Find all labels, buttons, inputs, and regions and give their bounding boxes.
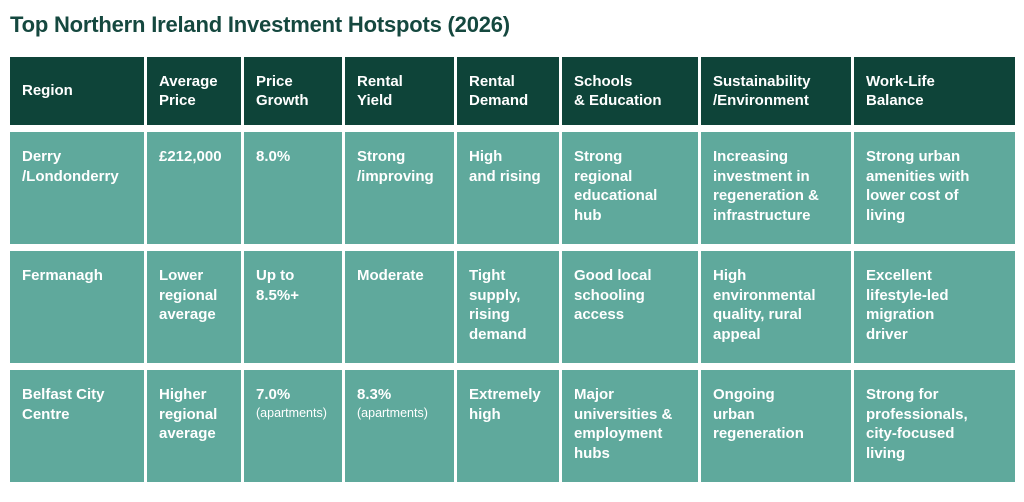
cell-text: Strong urban amenities with lower cost o… [866, 148, 970, 224]
cell-text: Higher regional average [159, 386, 218, 442]
cell-text: £212,000 [159, 148, 222, 165]
column-header-region: Region [10, 57, 144, 125]
table-cell-schools-education: Strong regional educational hub [562, 132, 698, 244]
table-cell-rental-yield: 8.3% (apartments) [345, 370, 454, 482]
cell-text: Fermanagh [22, 267, 103, 284]
cell-text: Strong for professionals, city-focused l… [866, 386, 968, 462]
page-title: Top Northern Ireland Investment Hotspots… [10, 12, 510, 37]
column-header-sustainability-environment: Sustainability /Environment [701, 57, 851, 125]
cell-text: Major universities & employment hubs [574, 386, 673, 462]
table-cell-work-life-balance: Excellent lifestyle-led migration driver [854, 251, 1015, 363]
cell-text: Belfast City Centre [22, 386, 105, 423]
cell-text: Ongoing urban regeneration [713, 386, 804, 442]
cell-text: Lower regional average [159, 267, 218, 323]
table-cell-average-price: Lower regional average [147, 251, 241, 363]
table-cell-region: Fermanagh [10, 251, 144, 363]
cell-text: Good local schooling access [574, 267, 652, 323]
table-cell-region: Belfast City Centre [10, 370, 144, 482]
cell-text: Up to 8.5%+ [256, 267, 299, 304]
table-cell-average-price: £212,000 [147, 132, 241, 244]
table-cell-sustainability-environment: Increasing investment in regeneration & … [701, 132, 851, 244]
cell-text: Derry /Londonderry [22, 148, 119, 185]
table-cell-schools-education: Good local schooling access [562, 251, 698, 363]
cell-text: Tight supply, rising demand [469, 267, 527, 343]
table-cell-price-growth: 8.0% [244, 132, 342, 244]
cell-text: Strong /improving [357, 148, 434, 185]
table-cell-rental-demand: Tight supply, rising demand [457, 251, 559, 363]
table-cell-sustainability-environment: High environmental quality, rural appeal [701, 251, 851, 363]
table-cell-rental-yield: Moderate [345, 251, 454, 363]
table-cell-region: Derry /Londonderry [10, 132, 144, 244]
cell-text: 7.0% [256, 386, 291, 403]
cell-text: High and rising [469, 148, 541, 185]
cell-text: Increasing investment in regeneration & … [713, 148, 819, 224]
cell-text: Extremely high [469, 386, 541, 423]
column-header-average-price: Average Price [147, 57, 241, 125]
cell-text: Strong regional educational hub [574, 148, 658, 224]
column-header-price-growth: Price Growth [244, 57, 342, 125]
table-cell-work-life-balance: Strong for professionals, city-focused l… [854, 370, 1015, 482]
table-cell-rental-demand: High and rising [457, 132, 559, 244]
cell-text: 8.0% [256, 148, 291, 165]
infographic-page: Top Northern Ireland Investment Hotspots… [10, 12, 1015, 482]
cell-text: 8.3% [357, 386, 392, 403]
column-header-schools-education: Schools & Education [562, 57, 698, 125]
cell-note: (apartments) [357, 405, 428, 420]
table-cell-price-growth: Up to 8.5%+ [244, 251, 342, 363]
column-header-work-life-balance: Work-Life Balance [854, 57, 1015, 125]
cell-text: High environmental quality, rural appeal [713, 267, 816, 343]
investment-hotspots-table: Region Average Price Price Growth Rental… [10, 57, 1015, 482]
table-cell-rental-yield: Strong /improving [345, 132, 454, 244]
table-cell-schools-education: Major universities & employment hubs [562, 370, 698, 482]
column-header-rental-demand: Rental Demand [457, 57, 559, 125]
table-cell-price-growth: 7.0% (apartments) [244, 370, 342, 482]
column-header-rental-yield: Rental Yield [345, 57, 454, 125]
table-cell-rental-demand: Extremely high [457, 370, 559, 482]
table-cell-sustainability-environment: Ongoing urban regeneration [701, 370, 851, 482]
cell-text: Moderate [357, 267, 424, 284]
table-cell-average-price: Higher regional average [147, 370, 241, 482]
table-cell-work-life-balance: Strong urban amenities with lower cost o… [854, 132, 1015, 244]
cell-text: Excellent lifestyle-led migration driver [866, 267, 949, 343]
cell-note: (apartments) [256, 405, 327, 420]
